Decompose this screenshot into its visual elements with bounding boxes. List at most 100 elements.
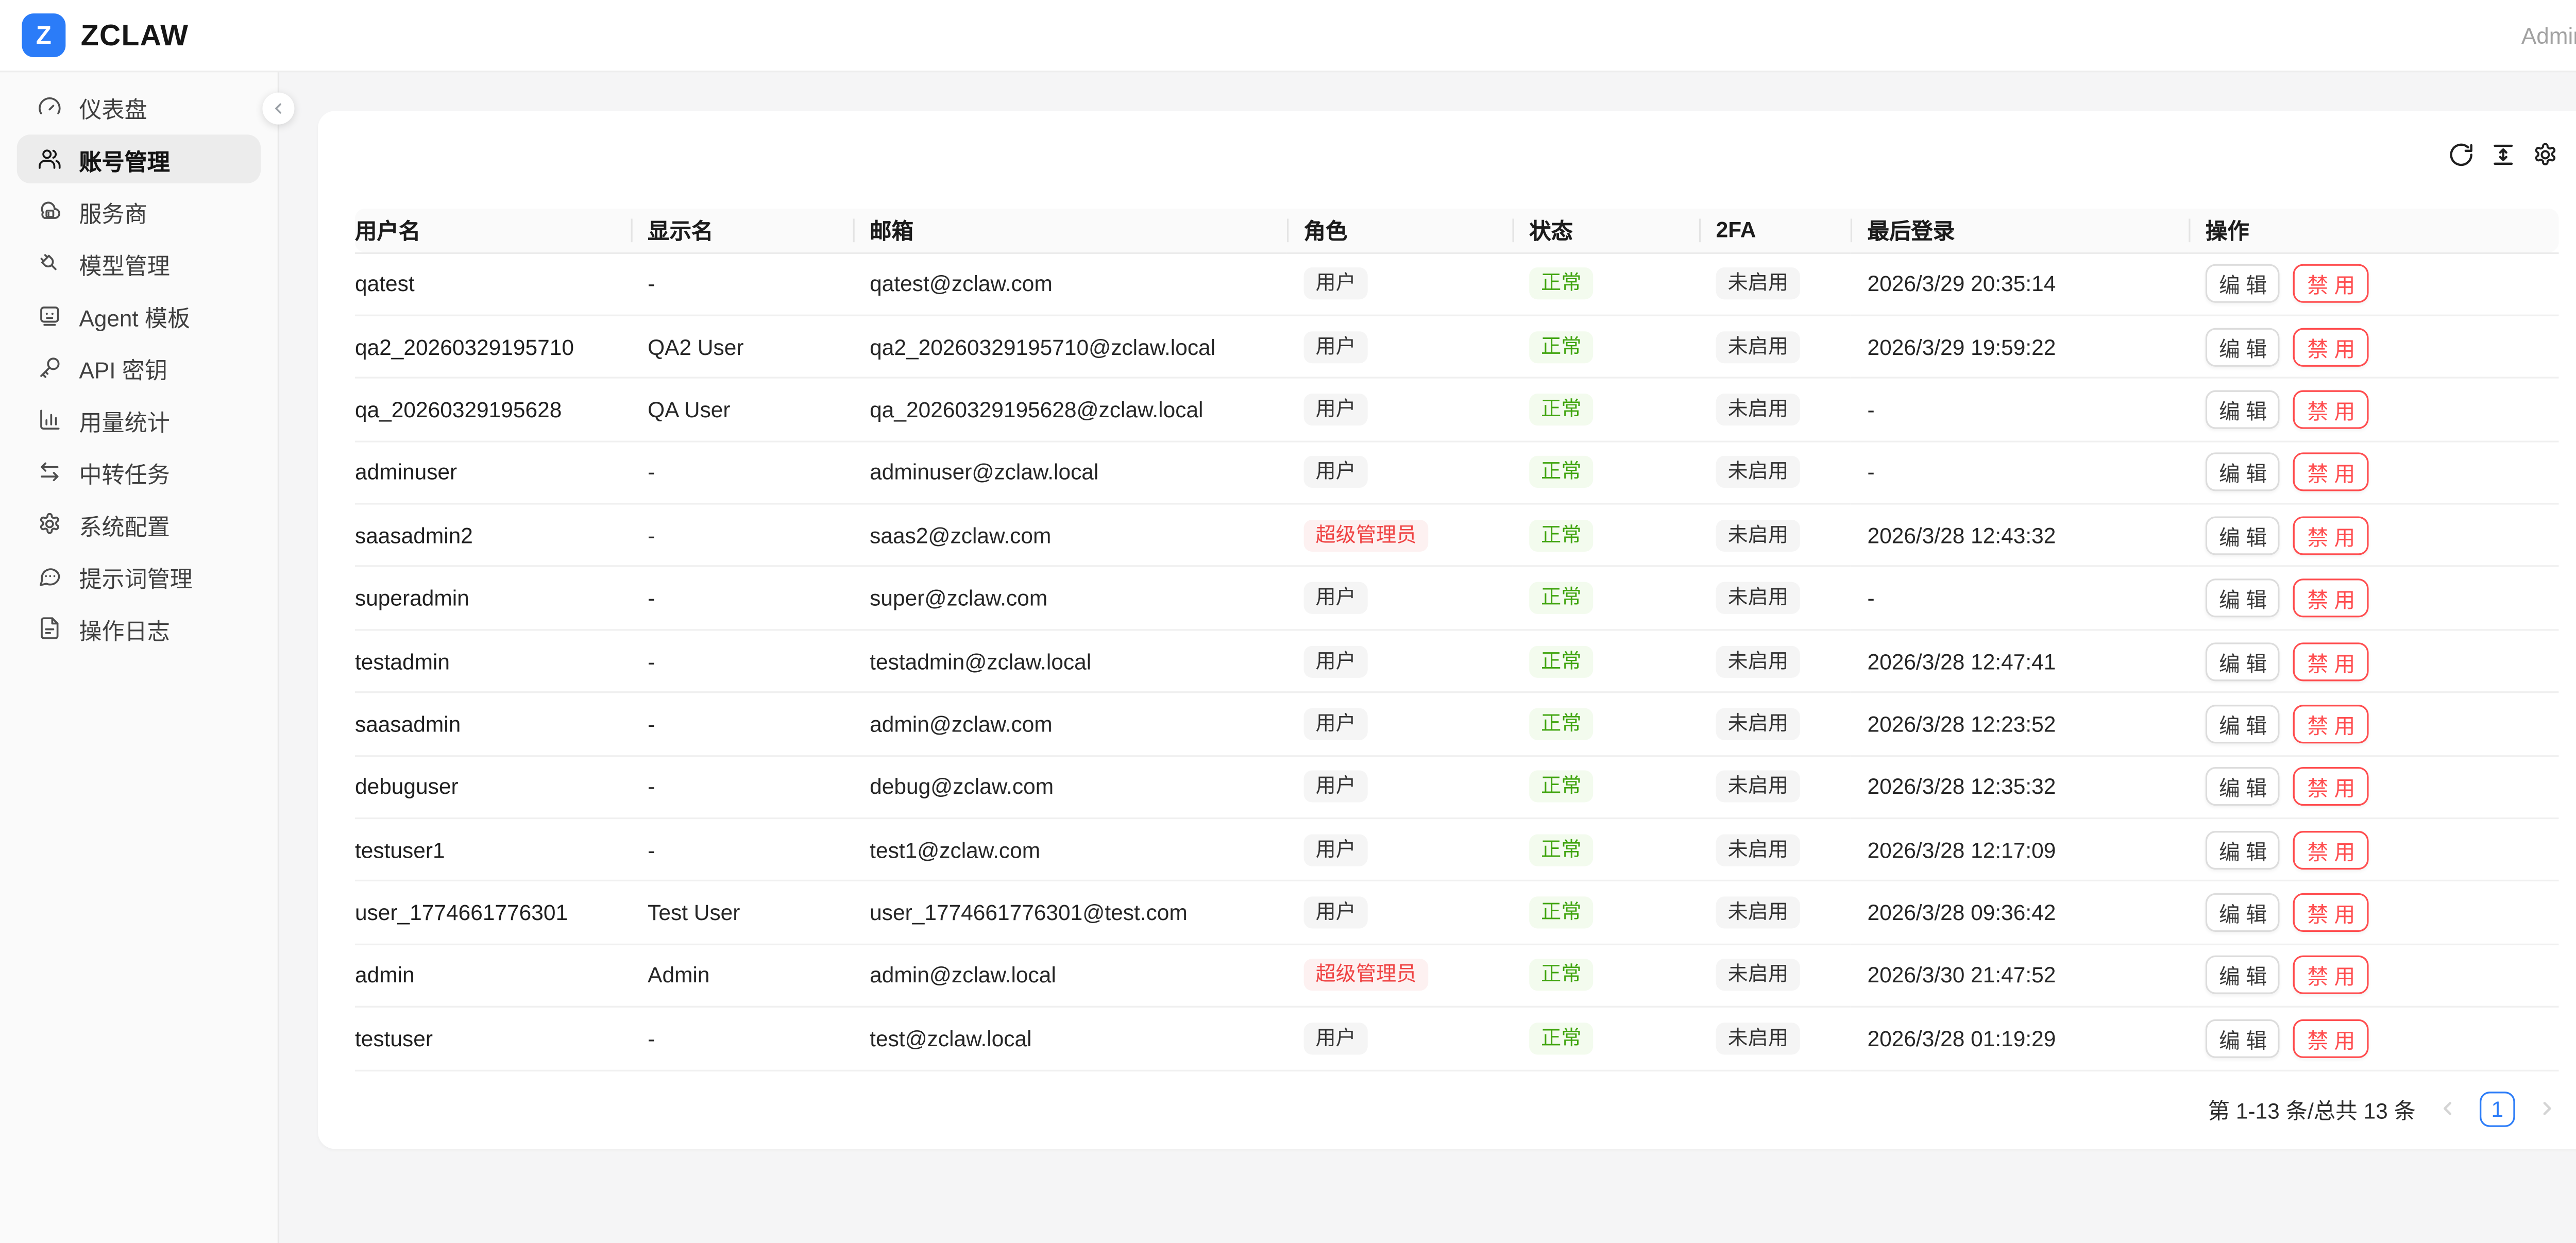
- disable-button[interactable]: 禁 用: [2294, 264, 2369, 303]
- cell-display-name: -: [631, 252, 853, 316]
- disable-button[interactable]: 禁 用: [2294, 768, 2369, 807]
- sidebar-item-cloud-server[interactable]: 服务商: [17, 186, 260, 235]
- sidebar-item-label: API 密钥: [79, 357, 167, 383]
- cell-display-name: -: [631, 504, 853, 568]
- edit-button[interactable]: 编 辑: [2205, 641, 2281, 680]
- sidebar-item-label: 账号管理: [79, 148, 170, 174]
- disable-button[interactable]: 禁 用: [2294, 641, 2369, 680]
- cell-role: 用户: [1286, 252, 1513, 316]
- table-row: testuser1- test1@zclaw.com 用户 正常 未启用 2026/3/2…: [354, 818, 2559, 882]
- edit-button[interactable]: 编 辑: [2205, 893, 2281, 932]
- gauge-icon: [37, 94, 62, 120]
- disable-button[interactable]: 禁 用: [2294, 327, 2369, 366]
- cell-username: testuser: [354, 1007, 631, 1071]
- status-badge: 正常: [1529, 896, 1594, 929]
- status-badge: 正常: [1529, 833, 1594, 866]
- cell-last-login: 2026/3/28 01:19:29: [1850, 1007, 2189, 1071]
- edit-button[interactable]: 编 辑: [2205, 264, 2281, 303]
- settings-icon[interactable]: [2532, 141, 2558, 168]
- disable-button[interactable]: 禁 用: [2294, 893, 2369, 932]
- edit-button[interactable]: 编 辑: [2205, 768, 2281, 807]
- status-badge: 正常: [1529, 330, 1594, 363]
- sidebar-collapse-button[interactable]: [262, 92, 295, 125]
- cell-status: 正常: [1512, 378, 1699, 442]
- current-user-menu[interactable]: Admin: [2521, 23, 2576, 48]
- cell-email: saas2@zclaw.com: [853, 504, 1287, 568]
- table-row: adminuser - adminuser@zclaw.local 用户 正常 未启用 - 编…: [354, 441, 2559, 505]
- sidebar-item-gear[interactable]: 系统配置: [17, 500, 260, 549]
- edit-button[interactable]: 编 辑: [2205, 956, 2281, 995]
- twofa-badge: 未启用: [1716, 456, 1800, 489]
- cell-last-login: 2026/3/29 20:35:14: [1850, 252, 2189, 316]
- edit-button[interactable]: 编 辑: [2205, 453, 2281, 492]
- cell-email: qa_20260329195628@zclaw.local: [853, 378, 1287, 442]
- chevron-left-icon[interactable]: [2436, 1097, 2460, 1120]
- cell-2fa: 未启用: [1699, 378, 1851, 442]
- edit-button[interactable]: 编 辑: [2205, 390, 2281, 429]
- sidebar-item-file-text[interactable]: 操作日志: [17, 604, 260, 653]
- edit-button[interactable]: 编 辑: [2205, 1019, 2281, 1058]
- twofa-badge: 未启用: [1716, 330, 1800, 363]
- disable-button[interactable]: 禁 用: [2294, 516, 2369, 555]
- cell-email: qa2_20260329195710@zclaw.local: [853, 315, 1287, 379]
- sidebar-item-gauge[interactable]: 仪表盘: [17, 82, 260, 131]
- role-badge: 用户: [1303, 267, 1368, 300]
- sidebar-item-plug[interactable]: 模型管理: [17, 239, 260, 288]
- status-badge: 正常: [1529, 708, 1594, 740]
- cell-status: 正常: [1512, 504, 1699, 568]
- cell-role: 用户: [1286, 567, 1513, 631]
- sidebar-item-chart[interactable]: 用量统计: [17, 395, 260, 444]
- edit-button[interactable]: 编 辑: [2205, 830, 2281, 870]
- cell-username: saasadmin: [354, 692, 631, 757]
- sidebar-item-label: 提示词管理: [79, 566, 193, 591]
- cell-role: 用户: [1286, 1007, 1513, 1071]
- sidebar-item-users[interactable]: 账号管理: [16, 134, 260, 183]
- cell-actions: 编 辑禁 用: [2189, 629, 2559, 694]
- cell-role: 用户: [1286, 629, 1513, 694]
- users-icon: [37, 146, 62, 172]
- role-badge: 用户: [1303, 393, 1368, 426]
- table-row: admin Admin admin@zclaw.local 超级管理员 正常 未启用 202…: [354, 944, 2559, 1008]
- edit-button[interactable]: 编 辑: [2205, 516, 2281, 555]
- cell-username: testuser1: [354, 818, 631, 882]
- cell-2fa: 未启用: [1699, 881, 1851, 945]
- twofa-badge: 未启用: [1716, 959, 1800, 992]
- disable-button[interactable]: 禁 用: [2294, 704, 2369, 744]
- disable-button[interactable]: 禁 用: [2294, 578, 2369, 618]
- cell-status: 正常: [1512, 818, 1699, 882]
- cell-status: 正常: [1512, 944, 1699, 1008]
- disable-button[interactable]: 禁 用: [2294, 453, 2369, 492]
- sidebar-item-key[interactable]: API 密钥: [17, 343, 260, 392]
- table-row: qatest - qatest@zclaw.com 用户 正常 未启用 2026/3/29 …: [354, 252, 2559, 316]
- cell-role: 用户: [1286, 315, 1513, 379]
- cloud-server-icon: [37, 198, 62, 224]
- column-header-0: 用户名: [354, 208, 631, 253]
- sidebar-item-bot[interactable]: Agent 模板: [17, 291, 260, 340]
- sidebar-item-label: 模型管理: [79, 253, 170, 279]
- cell-username: adminuser: [354, 441, 631, 505]
- gear-icon: [37, 512, 62, 537]
- sidebar-item-transfer[interactable]: 中转任务: [17, 448, 260, 497]
- refresh-icon[interactable]: [2448, 141, 2475, 168]
- disable-button[interactable]: 禁 用: [2294, 956, 2369, 995]
- chevron-right-icon[interactable]: [2535, 1097, 2559, 1120]
- cell-username: testadmin: [354, 629, 631, 694]
- row-height-icon[interactable]: [2490, 141, 2517, 168]
- edit-button[interactable]: 编 辑: [2205, 327, 2281, 366]
- status-badge: 正常: [1529, 645, 1594, 677]
- cell-2fa: 未启用: [1699, 944, 1851, 1008]
- pagination-summary: 第 1-13 条/总共 13 条: [2208, 1097, 2416, 1123]
- disable-button[interactable]: 禁 用: [2294, 830, 2369, 870]
- page-number-button[interactable]: 1: [2480, 1091, 2515, 1127]
- cell-role: 超级管理员: [1286, 504, 1513, 568]
- cell-2fa: 未启用: [1699, 1007, 1851, 1071]
- sidebar-item-message-dots[interactable]: 提示词管理: [17, 552, 260, 601]
- cell-email: adminuser@zclaw.local: [853, 441, 1287, 505]
- disable-button[interactable]: 禁 用: [2294, 1019, 2369, 1058]
- edit-button[interactable]: 编 辑: [2205, 704, 2281, 744]
- edit-button[interactable]: 编 辑: [2205, 578, 2281, 618]
- disable-button[interactable]: 禁 用: [2294, 390, 2369, 429]
- table-row: debuguser - debug@zclaw.com 用户 正常 未启用 2026/3/2…: [354, 755, 2559, 820]
- cell-status: 正常: [1512, 315, 1699, 379]
